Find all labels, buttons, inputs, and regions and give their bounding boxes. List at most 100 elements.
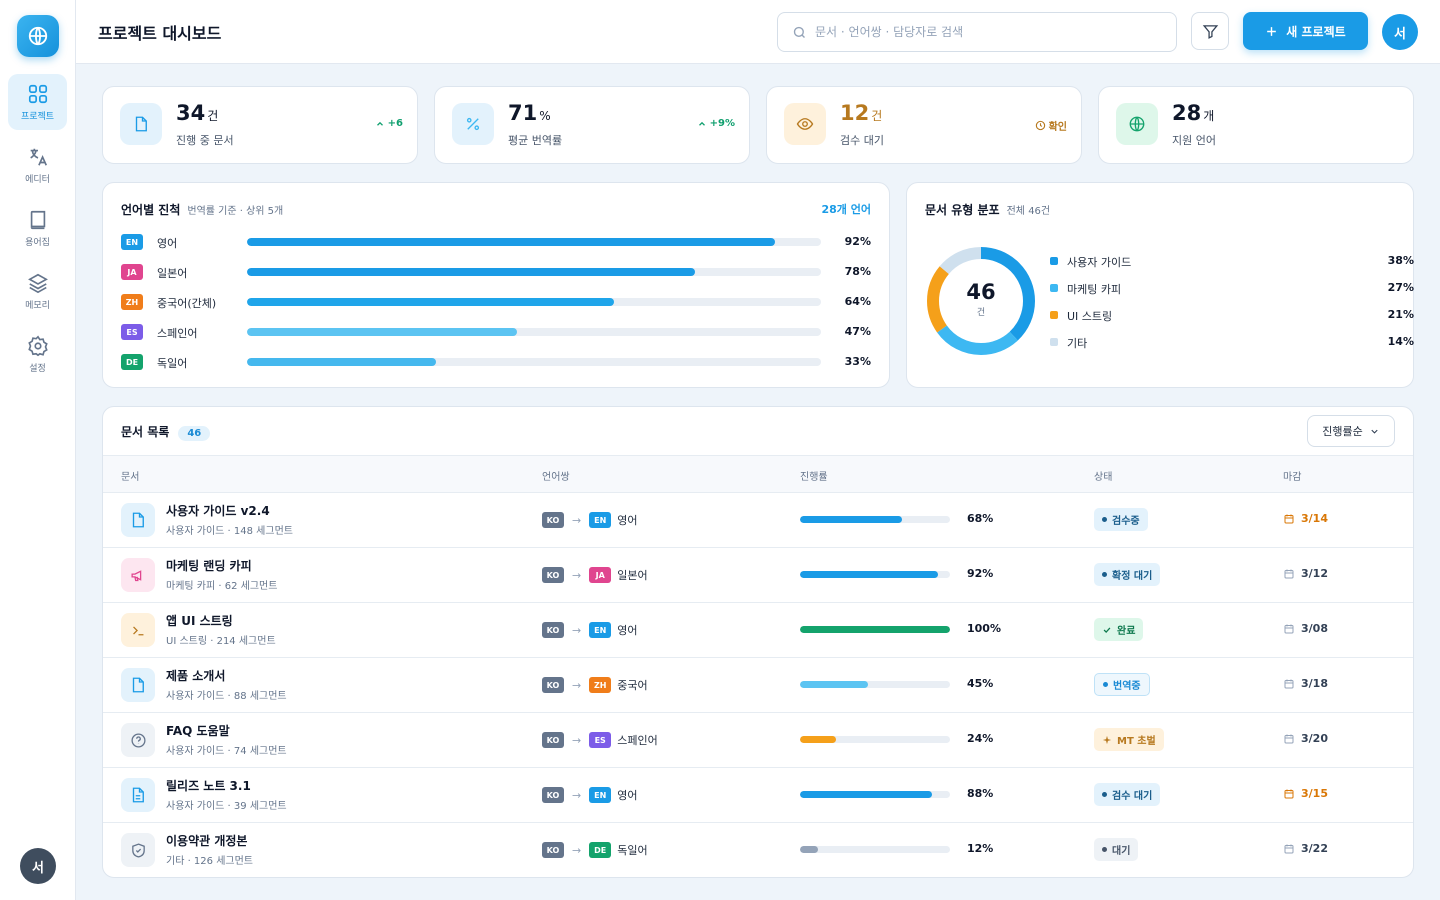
user-avatar[interactable]: 서 [20,848,56,884]
due-date: 3/14 [1283,512,1328,525]
stat-value: 28 개 [1172,101,1214,125]
user-avatar[interactable]: 서 [1382,14,1418,50]
legend-percent: 38% [1387,254,1414,267]
search-input[interactable] [815,25,1155,39]
legend-percent: 27% [1387,281,1414,294]
stat-label: 지원 언어 [1172,134,1216,147]
all-languages-link[interactable]: 28개 언어 [821,203,872,216]
donut-slice[interactable] [927,247,1035,355]
language-percent: 47% [844,325,871,338]
document-title[interactable]: 이용약관 개정본 [166,834,248,848]
nav-item-projects[interactable]: 프로젝트 [8,74,67,130]
language-progress-row[interactable]: DE 독일어 33% [121,353,871,371]
stat-card[interactable]: 71% 평균 번역률 +9% [434,86,750,164]
table-row[interactable]: 사용자 가이드 v2.4 사용자 가이드 · 148 세그먼트 KO → EN … [103,493,1413,548]
stat-card[interactable]: 34 건 진행 중 문서 +6 [102,86,418,164]
section-title: 언어별 진척 [121,203,181,217]
section-title: 문서 유형 분포 [925,203,1000,217]
column-header[interactable]: 문서 [121,472,140,483]
legend-label: 마케팅 카피 [1067,283,1122,296]
language-name: 중국어(간체) [157,297,217,310]
source-language-badge: KO [542,842,564,858]
legend-label: UI 스트링 [1067,310,1113,323]
legend-item: 기타 14% [1050,335,1414,350]
megaphone-icon [121,558,155,592]
language-code-badge: ES [121,324,143,340]
language-progress-row[interactable]: EN 영어 92% [121,233,871,251]
progress-fill [247,268,695,276]
search-box[interactable] [777,12,1177,52]
language-percent: 92% [844,235,871,248]
sort-dropdown[interactable]: 진행률순 [1307,415,1395,447]
language-progress-row[interactable]: ZH 중국어(간체) 64% [121,293,871,311]
due-date: 3/12 [1283,567,1328,580]
donut-center: 46 건 [923,280,1039,318]
table-row[interactable]: 릴리즈 노트 3.1 사용자 가이드 · 39 세그먼트 KO → EN 영어 … [103,768,1413,823]
document-list-card: 문서 목록 46 진행률순 문서 언어쌍 진행률 상태 마감 사용자 가이드 v2… [102,406,1414,878]
stat-delta: +9% [697,118,735,129]
target-language-name: 일본어 [617,569,648,582]
section-subtitle: 번역률 기준 · 상위 5개 [187,206,284,217]
progress-track [800,846,950,853]
filter-button[interactable] [1191,12,1229,50]
donut-total: 46 [966,280,996,304]
table-row[interactable]: 마케팅 랜딩 카피 마케팅 카피 · 62 세그먼트 KO → JA 일본어 9… [103,548,1413,603]
due-date: 3/15 [1283,787,1328,800]
source-language-badge: KO [542,732,564,748]
donut-slice[interactable] [927,247,1035,355]
stat-number: 12 [840,101,870,125]
progress-percent: 24% [967,732,994,745]
language-pair: KO → EN 영어 [542,787,637,803]
nav-item-editor[interactable]: 에디터 [8,137,67,193]
stat-unit: 건 [207,109,219,123]
target-language-badge: ES [589,732,612,748]
column-header[interactable]: 언어쌍 [542,472,570,483]
nav-item-settings[interactable]: 설정 [8,326,67,382]
stat-card[interactable]: 12 건 검수 대기 확인 [766,86,1082,164]
donut-slice[interactable] [927,247,1035,355]
target-language-badge: DE [589,842,612,858]
document-meta: 사용자 가이드 · 88 세그먼트 [166,691,287,702]
status-badge: 대기 [1094,838,1139,861]
document-title[interactable]: 앱 UI 스트링 [166,614,233,628]
calendar-icon [1284,789,1294,798]
legend-item: 마케팅 카피 27% [1050,281,1414,296]
progress-percent: 12% [967,842,994,855]
shield-check-icon [121,833,155,867]
document-title[interactable]: FAQ 도움말 [166,724,230,738]
stat-unit: 개 [1203,109,1215,123]
table-row[interactable]: 제품 소개서 사용자 가이드 · 88 세그먼트 KO → ZH 중국어 45%… [103,658,1413,713]
document-meta: 사용자 가이드 · 74 세그먼트 [166,746,287,757]
arrow-right-icon: → [572,733,582,747]
legend-swatch [1050,284,1058,292]
progress-track [247,298,821,306]
status-label: MT 초벌 [1117,736,1156,747]
nav-item-memory[interactable]: 메모리 [8,263,67,319]
table-header: 문서 언어쌍 진행률 상태 마감 [103,455,1413,493]
table-row[interactable]: 앱 UI 스트링 UI 스트링 · 214 세그먼트 KO → EN 영어 10… [103,603,1413,658]
app-logo[interactable] [17,15,59,57]
new-project-button[interactable]: 새 프로젝트 [1243,12,1368,50]
document-title[interactable]: 제품 소개서 [166,669,226,683]
translate-icon [29,148,47,166]
column-header[interactable]: 진행률 [800,472,828,483]
table-row[interactable]: FAQ 도움말 사용자 가이드 · 74 세그먼트 KO → ES 스페인어 2… [103,713,1413,768]
progress-percent: 45% [967,677,994,690]
document-meta: 사용자 가이드 · 148 세그먼트 [166,526,293,537]
document-title[interactable]: 사용자 가이드 v2.4 [166,504,270,518]
table-row[interactable]: 이용약관 개정본 기타 · 126 세그먼트 KO → DE 독일어 12% 대… [103,823,1413,877]
plus-icon [1267,26,1277,36]
document-title[interactable]: 마케팅 랜딩 카피 [166,559,252,573]
document-title[interactable]: 릴리즈 노트 3.1 [166,779,251,793]
stat-card[interactable]: 28 개 지원 언어 [1098,86,1414,164]
nav-item-glossary[interactable]: 용어집 [8,200,67,256]
arrow-right-icon: → [572,843,582,857]
language-progress-row[interactable]: JA 일본어 78% [121,263,871,281]
column-header[interactable]: 마감 [1283,472,1302,483]
language-progress-row[interactable]: ES 스페인어 47% [121,323,871,341]
column-header[interactable]: 상태 [1094,472,1113,483]
document-meta: 기타 · 126 세그먼트 [166,856,254,867]
legend-label: 기타 [1067,337,1088,350]
stat-delta-text: +9% [709,118,735,129]
gear-icon [27,335,48,356]
